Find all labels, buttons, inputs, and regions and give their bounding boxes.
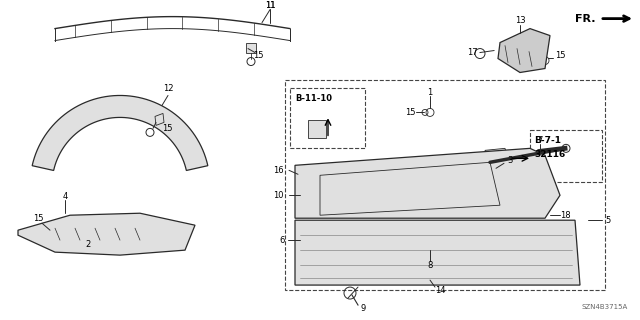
- Text: 7: 7: [538, 136, 543, 145]
- Ellipse shape: [355, 169, 425, 217]
- Text: 4: 4: [62, 192, 68, 201]
- Text: B-11-10: B-11-10: [295, 94, 332, 103]
- Text: B-7-1: B-7-1: [534, 136, 561, 145]
- Text: 3: 3: [508, 156, 513, 165]
- Text: 9: 9: [360, 304, 365, 313]
- Polygon shape: [246, 43, 256, 52]
- Text: 18: 18: [560, 211, 570, 220]
- Polygon shape: [18, 213, 195, 255]
- Text: 8: 8: [428, 260, 433, 270]
- Bar: [285, 81, 605, 290]
- Text: 13: 13: [515, 16, 525, 25]
- Text: 17: 17: [467, 48, 478, 57]
- Text: 5: 5: [605, 216, 611, 225]
- Bar: [290, 88, 365, 148]
- Text: 11: 11: [265, 1, 275, 10]
- Text: 14: 14: [435, 285, 445, 295]
- Text: 6: 6: [280, 236, 285, 245]
- Text: FR.: FR.: [575, 14, 596, 24]
- Text: 1: 1: [428, 88, 433, 97]
- Text: 32116: 32116: [534, 150, 565, 159]
- Text: 16: 16: [273, 166, 284, 175]
- Text: 15: 15: [555, 51, 566, 60]
- Polygon shape: [295, 220, 580, 285]
- Polygon shape: [295, 148, 560, 218]
- Text: 11: 11: [265, 1, 275, 10]
- Polygon shape: [32, 95, 208, 171]
- Text: 15: 15: [162, 124, 173, 133]
- Polygon shape: [485, 148, 510, 168]
- Bar: [530, 130, 602, 182]
- Text: SZN4B3715A: SZN4B3715A: [582, 304, 628, 310]
- Text: 15: 15: [404, 108, 415, 117]
- Polygon shape: [498, 28, 550, 73]
- Text: 15: 15: [33, 214, 44, 223]
- Polygon shape: [155, 113, 164, 125]
- Polygon shape: [308, 120, 326, 138]
- Text: 15: 15: [253, 51, 263, 60]
- Text: 2: 2: [85, 240, 91, 249]
- Text: 10: 10: [273, 191, 284, 200]
- Text: 12: 12: [163, 84, 173, 93]
